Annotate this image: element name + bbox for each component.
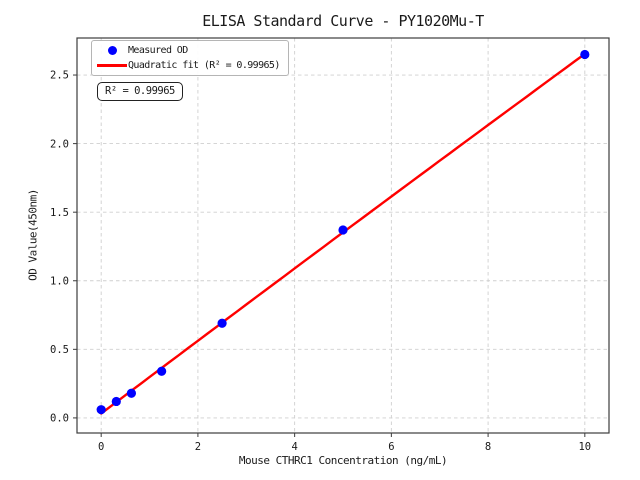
legend-label-quadratic-fit: Quadratic fit (R² = 0.99965) <box>128 60 280 71</box>
y-tick-label: 1.5 <box>50 207 69 219</box>
legend-marker-box <box>96 46 128 55</box>
chart-title: ELISA Standard Curve - PY1020Mu-T <box>202 12 484 30</box>
y-tick-label: 1.0 <box>50 275 69 287</box>
x-tick-label: 8 <box>485 441 491 453</box>
y-tick-label: 0.0 <box>50 413 69 425</box>
x-tick-label: 10 <box>578 441 591 453</box>
x-tick-label: 2 <box>195 441 201 453</box>
scatter-dot-marker-icon <box>107 46 117 55</box>
legend-item-measured-od: Measured OD <box>96 45 280 56</box>
data-point <box>96 405 106 415</box>
data-point <box>580 49 590 60</box>
y-tick-label: 0.5 <box>50 344 69 356</box>
x-axis-label: Mouse CTHRC1 Concentration (ng/mL) <box>238 454 448 467</box>
axis-spine <box>76 37 610 434</box>
data-point <box>157 366 167 376</box>
y-tick-label: 2.0 <box>50 138 69 150</box>
data-point <box>126 388 137 398</box>
x-tick-label: 4 <box>291 441 297 453</box>
legend: Measured OD Quadratic fit (R² = 0.99965) <box>91 40 289 76</box>
x-tick-label: 0 <box>98 441 104 453</box>
fit-line-marker-icon <box>97 64 127 67</box>
y-tick-label: 2.5 <box>50 70 69 82</box>
legend-label-measured-od: Measured OD <box>128 45 188 56</box>
data-point <box>217 318 227 328</box>
legend-marker-box <box>96 64 128 67</box>
r-squared-annotation: R² = 0.99965 <box>97 82 183 101</box>
legend-item-quadratic-fit: Quadratic fit (R² = 0.99965) <box>96 60 280 71</box>
y-axis-label: OD Value(450nm) <box>26 189 40 281</box>
data-point <box>338 225 348 235</box>
data-point <box>111 396 121 407</box>
x-tick-label: 6 <box>388 441 394 453</box>
